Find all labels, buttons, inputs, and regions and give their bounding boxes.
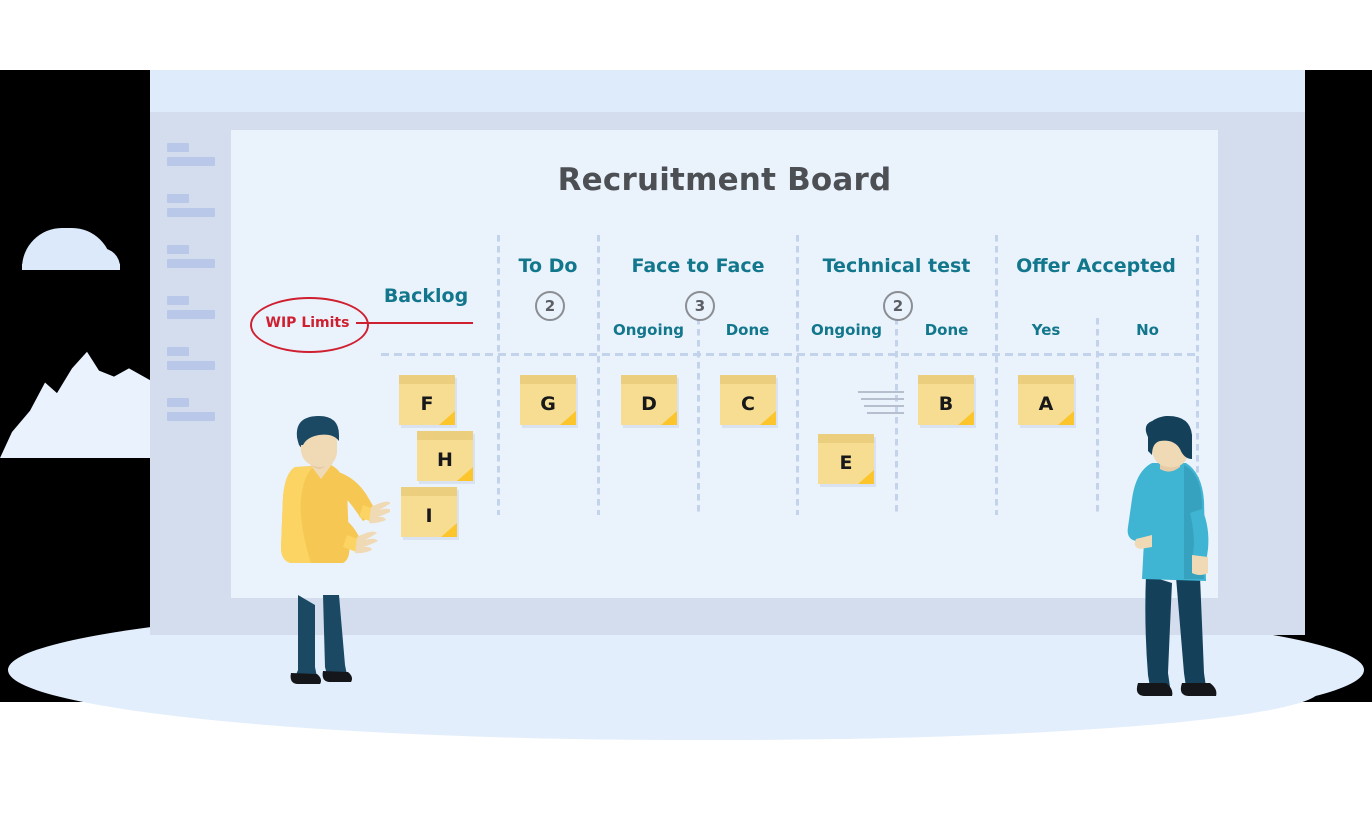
sublane-divider-offer xyxy=(1096,318,1099,514)
card-label: D xyxy=(641,393,657,415)
card-G[interactable]: G xyxy=(520,375,578,428)
card-label: F xyxy=(420,393,434,415)
card-label: G xyxy=(540,393,556,415)
card-D[interactable]: D xyxy=(621,375,679,428)
column-title-backlog: Backlog xyxy=(383,285,469,307)
card-strip xyxy=(401,487,457,496)
wip-badge-technical-test: 2 xyxy=(883,291,913,321)
sidebar-item-4-label[interactable] xyxy=(167,310,215,319)
card-strip xyxy=(1018,375,1074,384)
lane-separator xyxy=(381,353,1200,356)
card-label: A xyxy=(1038,393,1054,415)
card-label: I xyxy=(425,505,433,527)
sidebar-item-6-label[interactable] xyxy=(167,412,215,421)
page-title: Recruitment Board xyxy=(557,162,892,198)
sublane-title-offer-no: No xyxy=(1136,321,1159,339)
card-H[interactable]: H xyxy=(417,431,475,484)
card-strip xyxy=(818,434,874,443)
motion-line xyxy=(864,405,904,407)
column-divider-2 xyxy=(597,235,600,515)
sidebar-item-3-label[interactable] xyxy=(167,259,215,268)
sublane-title-f2f-ongoing: Ongoing xyxy=(612,321,685,339)
card-label: E xyxy=(839,452,853,474)
sidebar-item-2-marker[interactable] xyxy=(167,194,189,203)
card-strip xyxy=(417,431,473,440)
wip-badge-to-do: 2 xyxy=(535,291,565,321)
sidebar-item-2-label[interactable] xyxy=(167,208,215,217)
card-strip xyxy=(720,375,776,384)
card-A[interactable]: A xyxy=(1018,375,1076,428)
sublane-title-offer-yes: Yes xyxy=(1031,321,1061,339)
card-label: H xyxy=(437,449,453,471)
card-strip xyxy=(399,375,455,384)
sidebar-item-5-marker[interactable] xyxy=(167,347,189,356)
motion-line xyxy=(858,391,904,393)
card-label: B xyxy=(938,393,954,415)
sidebar-item-5-label[interactable] xyxy=(167,361,215,370)
column-divider-4 xyxy=(995,235,998,515)
sidebar-item-4-marker[interactable] xyxy=(167,296,189,305)
column-title-technical-test: Technical test xyxy=(822,255,971,277)
card-strip xyxy=(621,375,677,384)
sublane-divider-f2f xyxy=(697,318,700,514)
person-observer-right xyxy=(1127,415,1217,696)
card-E[interactable]: E xyxy=(818,434,876,487)
column-divider-3 xyxy=(796,235,799,515)
floor-ellipse-2 xyxy=(120,640,1320,740)
card-B[interactable]: B xyxy=(918,375,976,428)
card-I[interactable]: I xyxy=(401,487,459,540)
sublane-divider-tech xyxy=(895,318,898,514)
sublane-title-tech-ongoing: Ongoing xyxy=(810,321,883,339)
column-divider-1 xyxy=(497,235,500,515)
card-F[interactable]: F xyxy=(399,375,457,428)
app-window-titlebar xyxy=(150,70,1305,112)
sublane-title-f2f-done: Done xyxy=(725,321,770,339)
cloud-base xyxy=(22,264,120,270)
card-C[interactable]: C xyxy=(720,375,778,428)
card-strip xyxy=(520,375,576,384)
card-label: C xyxy=(741,393,755,415)
column-divider-5 xyxy=(1196,235,1199,515)
column-title-offer-accepted: Offer Accepted xyxy=(1016,255,1176,277)
sidebar-item-6-marker[interactable] xyxy=(167,398,189,407)
motion-line xyxy=(861,398,904,400)
sidebar-item-1-label[interactable] xyxy=(167,157,215,166)
person-presenter-left xyxy=(281,415,390,684)
wip-callout-label: WIP Limits xyxy=(265,315,350,331)
motion-line xyxy=(867,412,904,414)
column-title-face-to-face: Face to Face xyxy=(631,255,765,277)
sidebar-item-1-marker[interactable] xyxy=(167,143,189,152)
column-title-to-do: To Do xyxy=(518,255,578,277)
wip-callout-ellipse xyxy=(250,297,369,353)
board-panel: Recruitment Board xyxy=(231,130,1218,598)
wip-badge-face-to-face: 3 xyxy=(685,291,715,321)
wip-leader-line xyxy=(356,322,473,324)
sublane-title-tech-done: Done xyxy=(924,321,969,339)
sidebar-item-3-marker[interactable] xyxy=(167,245,189,254)
card-strip xyxy=(918,375,974,384)
